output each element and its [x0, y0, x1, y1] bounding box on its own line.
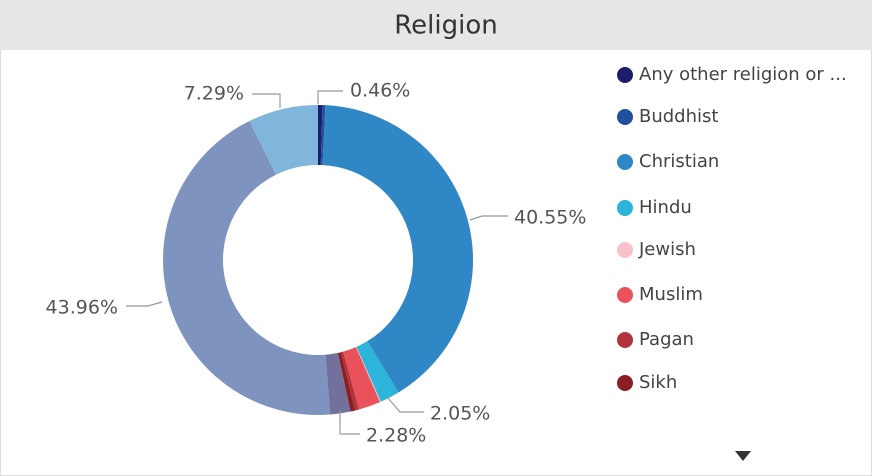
data-label: 0.46% — [350, 80, 410, 102]
legend-label: Christian — [639, 151, 719, 172]
legend-swatch — [617, 242, 633, 258]
leader-line — [126, 301, 163, 307]
scroll-arrow[interactable] — [735, 451, 751, 461]
data-label: 2.05% — [430, 403, 490, 425]
legend-swatch — [617, 287, 633, 303]
legend-label: Sikh — [639, 372, 677, 393]
leader-line — [317, 90, 343, 104]
slice — [355, 346, 381, 403]
leader-line — [469, 215, 508, 221]
legend-label: Hindu — [639, 197, 692, 218]
title-bar — [0, 0, 872, 50]
slice — [322, 105, 473, 393]
legend-label: Pagan — [639, 329, 694, 350]
slice — [249, 105, 318, 175]
slice — [163, 120, 331, 416]
slice — [318, 105, 323, 166]
data-label: 7.29% — [184, 83, 244, 105]
leader-line — [339, 410, 360, 435]
legend-label: Any other religion or ... — [639, 64, 847, 85]
legend-label: Buddhist — [639, 106, 718, 127]
legend-swatch — [617, 332, 633, 348]
legend-swatch — [617, 200, 633, 216]
slice — [340, 351, 359, 411]
leader-line — [387, 397, 424, 413]
leader-line — [252, 93, 281, 108]
legend-label: Jewish — [638, 239, 696, 260]
data-label: 2.28% — [366, 425, 426, 447]
data-label: 40.55% — [514, 207, 586, 229]
legend-swatch — [617, 375, 633, 391]
chart-title: Religion — [394, 11, 497, 41]
slice — [320, 105, 326, 166]
legend-swatch — [617, 154, 633, 170]
slice — [343, 347, 380, 410]
legend-swatch — [617, 109, 633, 125]
data-label: 43.96% — [46, 297, 118, 319]
slice — [325, 352, 351, 415]
slice — [337, 352, 356, 412]
slice — [356, 341, 399, 402]
legend-label: Muslim — [639, 284, 703, 305]
legend-swatch — [617, 67, 633, 83]
